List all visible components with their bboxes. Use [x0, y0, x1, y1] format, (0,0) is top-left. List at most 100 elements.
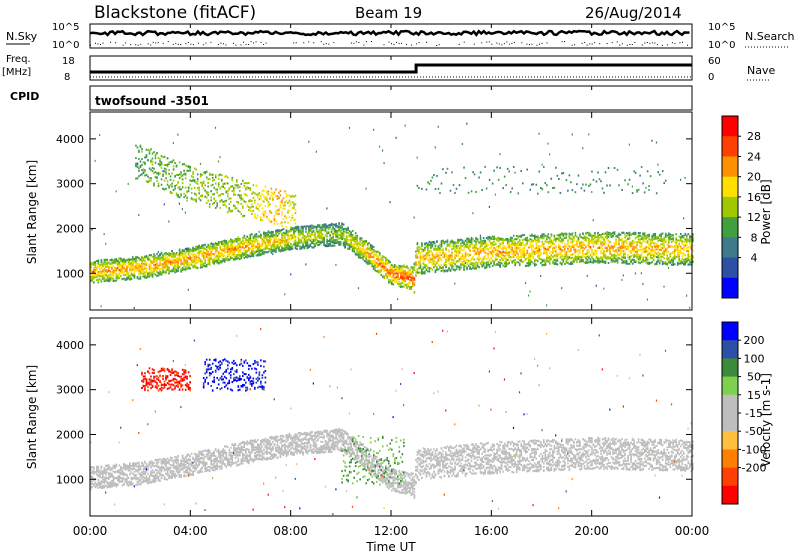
power-cell: [197, 259, 199, 261]
power-cell: [164, 164, 166, 166]
power-cell: [225, 248, 227, 250]
power-cell: [216, 244, 218, 246]
power-cell: [150, 274, 152, 276]
nsearch-point: [629, 44, 630, 45]
power-cell: [308, 235, 310, 237]
power-cell: [469, 263, 471, 265]
power-cell: [277, 213, 279, 215]
nsearch-point: [539, 44, 540, 45]
power-cell: [505, 259, 507, 261]
power-cell: [174, 255, 176, 257]
power-cell: [144, 272, 146, 274]
nsearch-point: [687, 45, 688, 46]
power-cell: [152, 275, 154, 277]
power-cell: [182, 252, 184, 254]
power-cell: [194, 193, 196, 195]
power-cell: [459, 247, 461, 249]
nsearch-point: [135, 44, 136, 45]
power-cell: [179, 188, 181, 190]
power-cell: [251, 210, 253, 212]
power-cell: [442, 252, 444, 254]
power-cell: [510, 239, 512, 241]
power-cell: [242, 237, 244, 239]
nsearch-point: [632, 44, 633, 45]
power-cell: [161, 167, 163, 169]
power-cell: [492, 260, 494, 262]
power-cell: [152, 167, 154, 169]
power-cell: [167, 180, 169, 182]
power-cell: [183, 260, 185, 262]
power-cell: [505, 257, 507, 259]
power-cell: [191, 192, 193, 194]
power-cell: [403, 282, 405, 284]
power-cell: [207, 263, 209, 265]
power-cell: [433, 263, 435, 265]
power-cell: [379, 252, 381, 254]
power-cell: [310, 229, 312, 231]
power-cell: [167, 164, 169, 166]
power-cell: [346, 243, 348, 245]
power-cell: [465, 177, 467, 179]
power-cell: [331, 241, 333, 243]
power-cell: [92, 280, 94, 282]
power-cell: [251, 248, 253, 250]
power-cell: [221, 186, 223, 188]
power-cell: [415, 264, 417, 266]
power-cell: [170, 254, 172, 256]
power-cell: [266, 247, 268, 249]
power-cell: [465, 255, 467, 257]
power-cell: [353, 243, 355, 245]
power-cell: [296, 226, 298, 228]
power-cell: [454, 269, 456, 271]
power-cell: [526, 262, 528, 264]
power-cell: [471, 238, 473, 240]
power-cell: [215, 207, 217, 209]
power-cell: [216, 247, 218, 249]
power-cell: [382, 261, 384, 263]
power-cell: [486, 265, 488, 267]
power-cell: [234, 184, 236, 186]
power-cell: [326, 231, 328, 233]
power-cell: [349, 230, 351, 232]
power-cell: [334, 242, 336, 244]
power-cell: [305, 242, 307, 244]
power-cell: [137, 270, 139, 272]
nsearch-point: [175, 43, 176, 44]
power-cell: [311, 238, 313, 240]
power-cell: [451, 248, 453, 250]
power-cell: [152, 262, 154, 264]
power-cell: [245, 201, 247, 203]
power-cell: [231, 190, 233, 192]
power-cell: [247, 242, 249, 244]
power-cell: [95, 264, 97, 266]
power-cell: [516, 256, 518, 258]
power-cell: [281, 246, 283, 248]
power-cell: [215, 189, 217, 191]
power-cell: [468, 238, 470, 240]
power-cell: [504, 266, 506, 268]
power-cell: [445, 253, 447, 255]
power-cell: [120, 266, 122, 268]
power-cell: [137, 177, 139, 179]
power-cell: [338, 223, 340, 225]
power-cell: [274, 234, 276, 236]
power-cell: [517, 258, 519, 260]
power-cell: [247, 236, 249, 238]
power-cell: [328, 228, 330, 230]
nsearch-point: [188, 42, 189, 43]
power-cell: [150, 177, 152, 179]
power-cell: [492, 236, 494, 238]
power-cell: [147, 276, 149, 278]
power-cell: [195, 246, 197, 248]
power-cell: [156, 253, 158, 255]
power-cell: [274, 223, 276, 225]
power-cell: [417, 271, 419, 273]
power-cell: [474, 259, 476, 261]
power-cell: [140, 264, 142, 266]
power-cell: [188, 190, 190, 192]
power-cell: [376, 262, 378, 264]
power-cell: [120, 269, 122, 271]
power-cell: [525, 265, 527, 267]
power-cell: [225, 175, 227, 177]
power-cell: [427, 249, 429, 251]
